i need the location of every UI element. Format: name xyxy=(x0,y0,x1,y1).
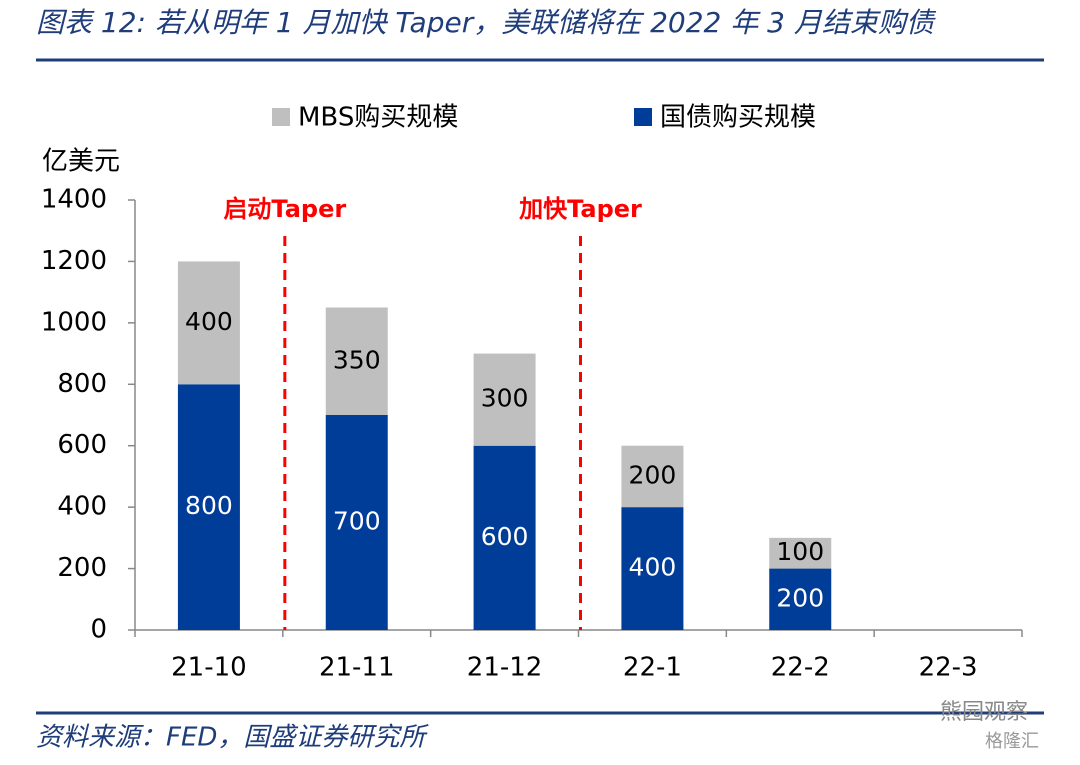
x-tick-label: 21-12 xyxy=(467,653,543,683)
y-tick-label: 1200 xyxy=(41,246,107,276)
x-tick-label: 21-10 xyxy=(171,653,247,683)
bar-segment xyxy=(473,353,536,446)
value-label: 700 xyxy=(333,507,381,536)
source: 资料来源：FED，国盛证券研究所 xyxy=(36,723,429,753)
legend-swatch xyxy=(272,108,290,126)
annotation: 加快Taper xyxy=(519,195,642,223)
x-tick-label: 22-1 xyxy=(623,653,682,683)
bar-segment xyxy=(473,445,536,630)
value-label: 400 xyxy=(185,307,233,336)
value-label: 300 xyxy=(481,384,529,413)
annotation: 启动Taper xyxy=(223,195,346,223)
y-tick-label: 600 xyxy=(57,430,107,460)
bar-segment xyxy=(769,537,832,569)
x-tick-label: 21-11 xyxy=(319,653,395,683)
watermark: 熊园观察 xyxy=(940,700,1028,725)
bar-segment xyxy=(769,568,832,630)
bar-segment xyxy=(177,261,240,385)
bar-segment xyxy=(621,445,684,508)
y-tick-label: 1000 xyxy=(41,307,107,337)
y-tick-label: 200 xyxy=(57,553,107,583)
value-label: 200 xyxy=(776,583,824,612)
y-tick-label: 1400 xyxy=(41,185,107,215)
legend-label: 国债购买规模 xyxy=(660,103,816,133)
watermark: 格隆汇 xyxy=(985,731,1039,752)
value-label: 100 xyxy=(776,537,824,566)
x-tick-label: 22-2 xyxy=(771,653,830,683)
y-tick-label: 0 xyxy=(90,615,107,645)
x-tick-label: 22-3 xyxy=(919,653,978,683)
y-tick-label: 400 xyxy=(57,492,107,522)
legend-label: MBS购买规模 xyxy=(298,103,458,133)
y-axis-label: 亿美元 xyxy=(42,147,120,177)
bar-segment xyxy=(325,415,388,630)
bar-segment xyxy=(177,384,240,630)
legend-swatch xyxy=(634,108,652,126)
bar-segment xyxy=(325,307,388,415)
value-label: 200 xyxy=(629,460,677,489)
chart-title: 图表 12: 若从明年 1 月加快 Taper，美联储将在 2022 年 3 月… xyxy=(36,6,937,39)
value-label: 600 xyxy=(481,522,529,551)
y-tick-label: 800 xyxy=(57,369,107,399)
bar-segment xyxy=(621,507,684,630)
value-label: 800 xyxy=(185,491,233,520)
value-label: 350 xyxy=(333,345,381,374)
value-label: 400 xyxy=(629,553,677,582)
